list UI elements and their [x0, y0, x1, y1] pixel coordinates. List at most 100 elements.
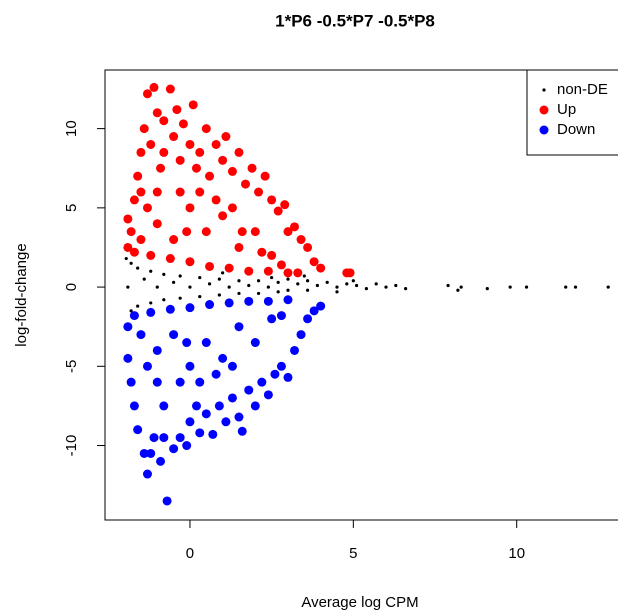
point: [290, 345, 300, 355]
point: [146, 307, 156, 317]
point: [205, 300, 215, 310]
point: [364, 287, 369, 291]
point: [133, 171, 143, 181]
point: [211, 139, 221, 149]
point: [224, 263, 234, 273]
point: [508, 285, 512, 289]
point: [263, 296, 273, 306]
point: [211, 369, 221, 379]
point: [254, 187, 264, 197]
point: [296, 330, 306, 340]
point: [123, 214, 133, 224]
point: [178, 296, 182, 300]
point: [283, 295, 293, 305]
point: [237, 227, 247, 237]
point: [185, 257, 195, 267]
point: [185, 203, 195, 213]
point: [273, 206, 283, 216]
point: [260, 171, 270, 181]
point: [139, 124, 149, 134]
point: [178, 274, 182, 278]
point: [124, 256, 128, 261]
point: [335, 290, 339, 294]
point: [276, 311, 286, 321]
point: [293, 268, 303, 278]
point: [159, 401, 169, 411]
point: [234, 242, 244, 252]
point: [263, 390, 273, 400]
point: [142, 203, 152, 213]
point: [172, 280, 176, 284]
point: [142, 361, 152, 371]
point: [142, 277, 146, 281]
point: [217, 277, 221, 281]
point: [156, 456, 166, 466]
point: [159, 116, 169, 126]
point: [188, 285, 192, 289]
y-tick-label: -5: [63, 360, 80, 373]
point: [191, 163, 201, 173]
point: [270, 275, 274, 280]
point: [214, 401, 224, 411]
point: [152, 187, 162, 197]
point: [325, 280, 329, 284]
point: [169, 235, 179, 245]
point: [205, 171, 215, 181]
point: [250, 401, 260, 411]
point: [195, 428, 205, 438]
point: [152, 377, 162, 387]
point: [256, 279, 261, 283]
point: [208, 429, 218, 439]
point: [267, 250, 277, 260]
point: [309, 306, 319, 316]
point: [315, 283, 319, 288]
plot-area: [123, 82, 610, 506]
point: [169, 132, 179, 142]
point: [345, 268, 355, 278]
point: [129, 309, 133, 313]
point: [221, 417, 231, 427]
point: [146, 250, 156, 260]
point: [244, 266, 254, 276]
y-tick-label: 5: [63, 204, 80, 212]
point: [201, 124, 211, 134]
point: [129, 195, 139, 205]
x-tick-label: 10: [508, 545, 525, 562]
point: [316, 301, 326, 311]
point: [244, 296, 254, 306]
point: [169, 444, 179, 454]
point: [126, 285, 130, 289]
x-axis-label: Average log CPM: [301, 594, 418, 611]
point: [129, 247, 139, 257]
point: [146, 448, 156, 458]
point: [303, 314, 313, 324]
point: [195, 187, 205, 197]
point: [152, 345, 162, 355]
point: [205, 261, 215, 271]
point: [237, 291, 241, 296]
point: [123, 242, 133, 252]
plot-frame: [104, 69, 618, 521]
chart-title: 1*P6 -0.5*P7 -0.5*P8: [275, 11, 435, 30]
point: [316, 263, 326, 273]
point: [165, 84, 175, 94]
point: [149, 269, 153, 273]
point: [195, 147, 205, 157]
point: [149, 82, 159, 92]
point: [270, 369, 280, 379]
point: [218, 353, 228, 363]
point: [221, 132, 231, 142]
point: [283, 372, 293, 382]
point: [182, 441, 192, 451]
y-tick-label: -10: [63, 435, 80, 457]
point: [133, 425, 143, 435]
point: [136, 266, 140, 270]
point: [142, 469, 152, 479]
point: [266, 285, 270, 289]
point: [175, 377, 185, 387]
point: [384, 285, 388, 289]
point: [263, 266, 273, 276]
point: [182, 338, 192, 348]
point: [241, 179, 251, 189]
point: [345, 282, 349, 286]
